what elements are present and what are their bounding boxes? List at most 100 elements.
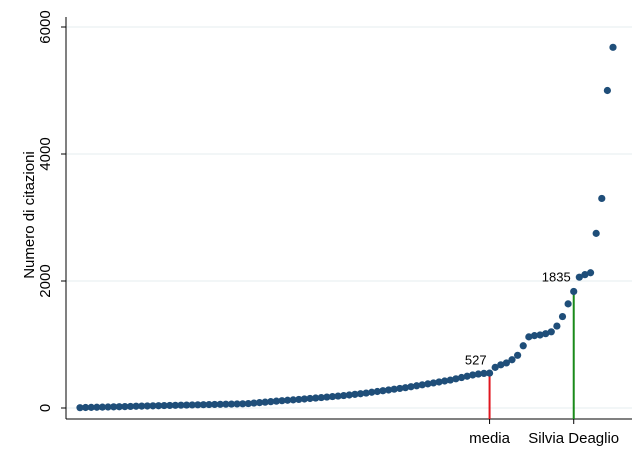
data-point bbox=[536, 331, 544, 339]
data-point bbox=[530, 332, 539, 340]
data-point bbox=[401, 384, 410, 392]
data-point bbox=[227, 400, 236, 408]
data-point bbox=[93, 403, 101, 411]
data-point bbox=[132, 402, 140, 410]
data-point bbox=[384, 386, 393, 394]
annotation-labels: media Silvia Deaglio 527 1835 bbox=[465, 269, 619, 447]
data-point bbox=[396, 384, 404, 393]
data-point bbox=[564, 300, 572, 308]
data-point bbox=[261, 398, 269, 406]
data-point bbox=[295, 395, 303, 404]
data-point bbox=[553, 322, 561, 330]
data-point bbox=[222, 400, 230, 408]
data-point bbox=[188, 401, 196, 409]
data-point bbox=[87, 403, 95, 411]
data-point bbox=[474, 370, 482, 378]
data-point bbox=[413, 382, 421, 390]
data-point bbox=[463, 372, 471, 380]
data-point bbox=[233, 400, 241, 408]
data-point bbox=[306, 394, 314, 403]
data-point bbox=[289, 396, 297, 404]
data-point bbox=[491, 363, 499, 371]
data-point bbox=[317, 393, 325, 402]
data-point bbox=[351, 390, 359, 398]
data-point bbox=[216, 400, 224, 408]
data-point bbox=[160, 401, 168, 410]
data-point bbox=[199, 401, 208, 409]
data-point bbox=[323, 393, 331, 401]
data-point bbox=[519, 342, 527, 350]
data-point bbox=[340, 391, 348, 400]
data-point bbox=[82, 403, 90, 412]
data-point bbox=[603, 86, 611, 95]
data-point bbox=[558, 312, 567, 321]
data-point bbox=[570, 287, 578, 296]
data-point bbox=[267, 398, 275, 406]
data-point bbox=[98, 403, 107, 411]
y-axis-label: Numero di citazioni bbox=[21, 151, 38, 279]
data-point bbox=[390, 385, 398, 393]
data-point bbox=[502, 359, 510, 367]
data-point bbox=[126, 402, 135, 411]
data-point bbox=[328, 392, 337, 401]
data-point bbox=[183, 401, 191, 409]
data-point bbox=[283, 396, 292, 404]
data-point bbox=[407, 383, 415, 391]
data-point bbox=[586, 269, 595, 277]
data-point bbox=[334, 392, 342, 400]
data-point bbox=[373, 387, 381, 396]
data-point bbox=[508, 356, 516, 364]
data-point bbox=[480, 369, 488, 377]
data-point bbox=[525, 333, 533, 341]
data-point bbox=[312, 394, 320, 402]
data-point bbox=[609, 43, 617, 51]
data-point bbox=[149, 402, 157, 410]
data-point bbox=[469, 371, 477, 379]
data-point bbox=[368, 388, 376, 396]
data-point bbox=[457, 373, 466, 382]
data-point bbox=[362, 389, 370, 397]
data-point bbox=[143, 402, 151, 410]
data-point bbox=[542, 330, 550, 338]
x-tick-label: Silvia Deaglio bbox=[528, 430, 619, 447]
x-tick-label: media bbox=[469, 430, 511, 447]
y-tick-label: 6000 bbox=[37, 10, 54, 43]
data-point bbox=[418, 381, 426, 389]
data-point bbox=[598, 194, 606, 203]
data-point bbox=[345, 391, 353, 399]
data-point bbox=[379, 387, 387, 395]
data-point bbox=[244, 399, 252, 408]
data-point bbox=[76, 404, 84, 412]
data-point bbox=[239, 400, 247, 408]
data-point bbox=[154, 402, 163, 410]
data-point bbox=[177, 401, 185, 409]
data-point bbox=[514, 351, 522, 359]
y-tick-labels: 0 2000 4000 6000 bbox=[37, 10, 66, 412]
y-tick-label: 0 bbox=[37, 404, 54, 412]
data-point bbox=[278, 397, 286, 405]
data-point bbox=[166, 401, 174, 410]
data-point bbox=[581, 271, 589, 279]
data-point bbox=[110, 403, 118, 411]
data-point bbox=[115, 403, 123, 411]
data-point bbox=[194, 401, 202, 409]
y-tick-label: 4000 bbox=[37, 137, 54, 170]
data-point bbox=[485, 369, 494, 377]
data-point bbox=[424, 380, 432, 388]
data-point bbox=[446, 376, 454, 384]
data-point bbox=[592, 229, 600, 237]
data-point bbox=[452, 375, 460, 383]
data-point bbox=[300, 395, 309, 403]
data-point bbox=[429, 379, 438, 387]
axes bbox=[65, 17, 632, 420]
data-point bbox=[171, 401, 179, 409]
data-point bbox=[547, 328, 555, 336]
annotation-value-label: 1835 bbox=[542, 269, 571, 284]
data-point bbox=[121, 403, 129, 411]
data-point bbox=[356, 390, 365, 398]
data-point bbox=[272, 397, 280, 405]
data-point bbox=[255, 399, 264, 407]
data-points bbox=[76, 43, 617, 412]
grid-lines bbox=[66, 26, 632, 409]
